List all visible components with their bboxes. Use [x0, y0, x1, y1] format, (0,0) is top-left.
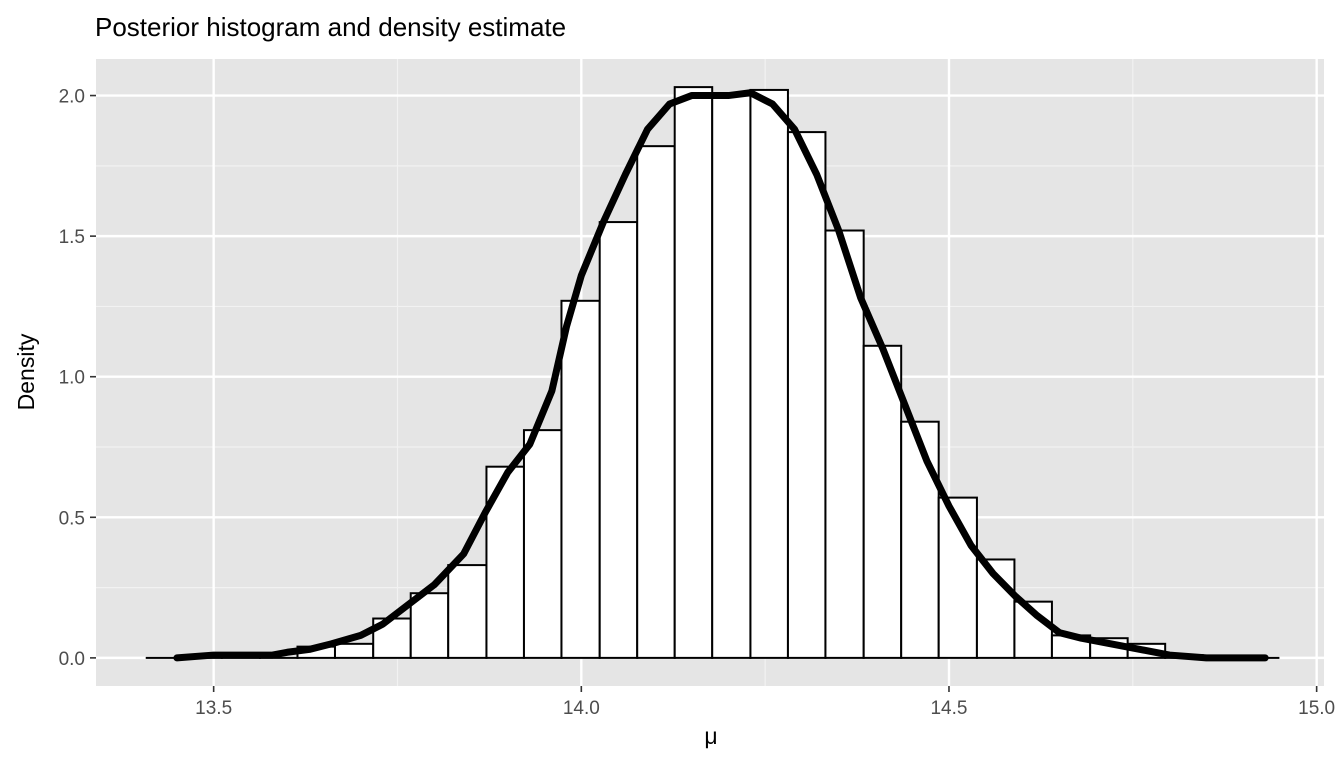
histogram-bar: [673, 86, 714, 659]
y-axis-ticks: 0.0 0.5 1.0 1.5 2.0: [59, 87, 96, 670]
density-curve: [173, 89, 1269, 662]
y-tick-label: 0.0: [59, 649, 85, 670]
histogram-bar: [333, 642, 375, 659]
x-tick-label: 14.5: [930, 698, 967, 719]
histogram-bar: [862, 344, 903, 659]
x-tick-label: 14.0: [563, 698, 600, 719]
x-tick-label: 13.5: [195, 698, 232, 719]
histogram-bar: [824, 229, 865, 659]
histogram-bars: [145, 86, 1280, 659]
x-tick-label: 15.0: [1298, 698, 1335, 719]
histogram-bar: [598, 221, 639, 659]
y-axis-title: Density: [13, 333, 39, 410]
histogram-bar: [636, 145, 676, 659]
histogram-bar: [560, 299, 601, 659]
histogram-bar: [786, 131, 827, 659]
x-axis-title: μ: [704, 723, 717, 749]
histogram-bar: [900, 420, 940, 659]
y-tick-label: 2.0: [59, 87, 85, 108]
x-axis-ticks: 13.5 14.0 14.5 15.0: [195, 686, 1335, 719]
histogram-bar: [522, 429, 563, 659]
histogram-bar: [711, 94, 752, 659]
histogram-bar: [749, 88, 789, 659]
y-tick-label: 1.5: [59, 227, 85, 248]
y-tick-label: 0.5: [59, 508, 85, 529]
y-tick-label: 1.0: [59, 368, 85, 389]
chart-title: Posterior histogram and density estimate: [95, 12, 566, 42]
histogram-bar: [447, 564, 488, 659]
histogram-bar: [409, 592, 450, 659]
